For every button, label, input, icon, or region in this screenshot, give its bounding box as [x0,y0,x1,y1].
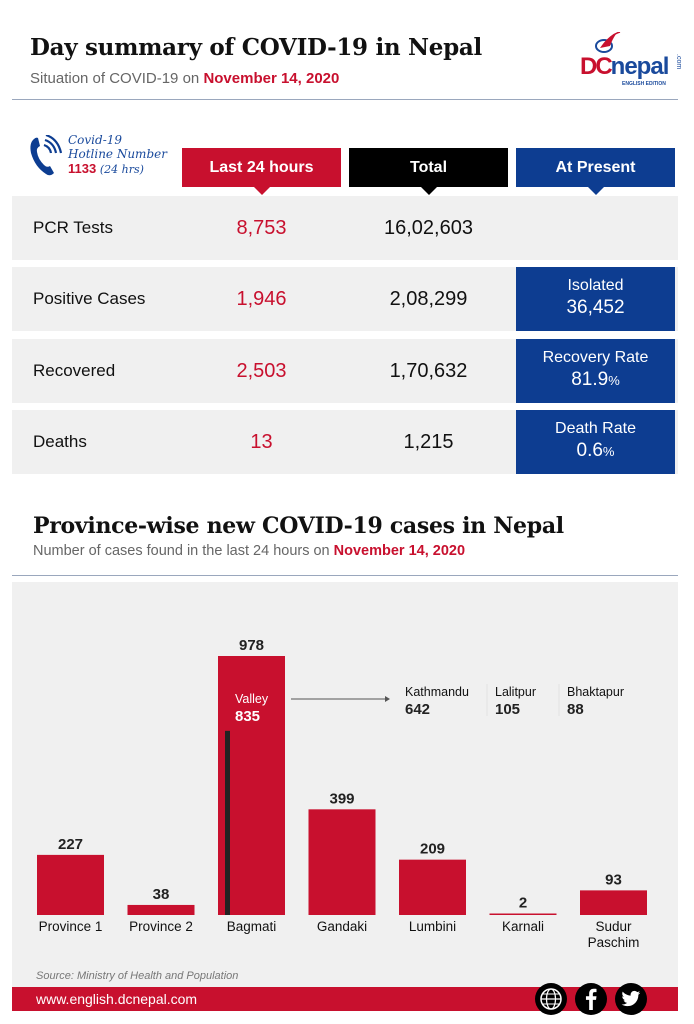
hotline-number-line: 1133 (24 hrs) [68,161,167,178]
category-label: Paschim [588,935,640,950]
present-value: 0.6 [576,440,603,461]
category-label: Province 2 [129,919,193,934]
header-divider [12,99,678,100]
stats-row-recovered: Recovered 2,503 1,70,632 Recovery Rate 8… [12,339,678,403]
district-value: 642 [405,701,430,718]
present-value-line: 81.9% [516,368,675,393]
chart-subtitle-date: November 14, 2020 [333,543,466,559]
category-label: Sudur [595,919,632,934]
row-last24-value: 8,753 [236,217,287,239]
row-total-value: 1,215 [403,431,454,453]
valley-label: Valley [235,692,269,706]
stats-row-deaths: Deaths 13 1,215 Death Rate 0.6% [12,410,678,474]
chart-subtitle: Number of cases found in the last 24 hou… [33,542,465,560]
present-label: Recovery Rate [542,349,649,366]
category-label: Province 1 [39,919,103,934]
hotline-hours: (24 hrs) [99,163,144,176]
page-subtitle: Situation of COVID-19 on November 14, 20… [30,70,339,88]
present-unit: % [608,373,620,388]
stats-row-pcr-tests: PCR Tests 8,753 16,02,603 [12,196,678,260]
row-last24-value: 1,946 [236,288,287,310]
row-last24-value: 2,503 [236,360,287,382]
twitter-icon[interactable] [615,983,647,1015]
district-name: Kathmandu [405,685,469,699]
column-header-at-present: At Present [516,148,675,195]
hotline-line2: Hotline Number [68,147,167,161]
chart-panel [12,582,678,988]
phone-icon [30,135,62,176]
row-label: Positive Cases [33,289,146,308]
bar-value-label: 978 [239,637,264,654]
row-last24-value: 13 [250,431,273,453]
present-value: 81.9 [571,369,609,390]
row-total-value: 2,08,299 [389,288,468,310]
row-total-value: 1,70,632 [389,360,468,382]
bar-province-1 [37,854,104,915]
hotline-line1: Covid-19 [68,133,123,147]
bar-value-label: 38 [153,886,170,903]
bar-karnali [489,913,557,915]
bar-value-label: 227 [58,836,83,853]
bar-value-label: 93 [605,871,622,888]
logo-dc: DC [580,53,613,80]
district-value: 88 [567,701,584,718]
chart-title: Province-wise new COVID-19 cases in Nepa… [33,513,564,539]
row-total-value: 16,02,603 [384,217,473,239]
district-value: 105 [495,701,520,718]
present-value-line: 0.6% [516,439,675,464]
subtitle-date: November 14, 2020 [203,70,340,87]
source-note: Source: Ministry of Health and Populatio… [36,970,239,982]
logo-wordmark: DCnepal [580,53,670,80]
hotline-text: Covid-19 Hotline Number 1133 (24 hrs) [68,133,167,178]
bar-sudur-paschim [580,890,647,915]
valley-marker [225,730,230,915]
bar-value-label: 2 [519,895,527,912]
bar-lumbini [399,859,466,915]
arrow-head-icon [385,696,390,702]
column-header-last-24-hours: Last 24 hours [182,148,341,195]
chart-subtitle-prefix: Number of cases found in the last 24 hou… [33,543,334,559]
present-unit: % [602,444,615,459]
bar-value-label: 399 [329,790,354,807]
district-name: Bhaktapur [567,685,624,699]
column-header-total: Total [349,148,508,195]
subtitle-prefix: Situation of COVID-19 on [30,70,204,87]
bar-gandaki [308,809,376,915]
footer-url[interactable]: www.english.dcnepal.com [36,991,198,1007]
logo-edition: ENGLISH EDITION [622,81,666,87]
bar-value-label: 209 [420,841,445,858]
logo-com: .com [675,54,682,70]
row-label: Deaths [33,432,87,451]
present-label: Isolated [567,277,624,294]
dcnepal-logo: DCnepal ENGLISH EDITION .com [578,32,682,88]
bar-province-2 [127,904,195,915]
footer-bar: www.english.dcnepal.com [12,987,678,1011]
globe-icon[interactable] [535,983,567,1015]
present-recovery-rate-box: Recovery Rate 81.9% [516,339,675,403]
present-value-line: 36,452 [516,296,675,320]
page-title: Day summary of COVID-19 in Nepal [30,34,482,61]
hotline-info: Covid-19 Hotline Number 1133 (24 hrs) [28,133,178,183]
facebook-icon[interactable] [575,983,607,1015]
stats-row-positive-cases: Positive Cases 1,946 2,08,299 Isolated 3… [12,267,678,331]
row-label: PCR Tests [33,218,113,237]
section-divider [12,575,678,576]
hotline-number: 1133 [68,161,97,176]
present-label: Death Rate [555,420,636,437]
present-isolated-box: Isolated 36,452 [516,267,675,331]
category-label: Lumbini [409,919,456,934]
row-label: Recovered [33,361,116,380]
district-name: Lalitpur [495,685,536,699]
present-death-rate-box: Death Rate 0.6% [516,410,675,474]
category-label: Bagmati [227,919,277,934]
logo-nepal: nepal [610,53,670,80]
present-value: 36,452 [566,297,625,318]
category-label: Gandaki [317,919,367,934]
category-label: Karnali [502,919,544,934]
valley-value: 835 [235,708,260,725]
torch-flame-icon [595,32,621,53]
